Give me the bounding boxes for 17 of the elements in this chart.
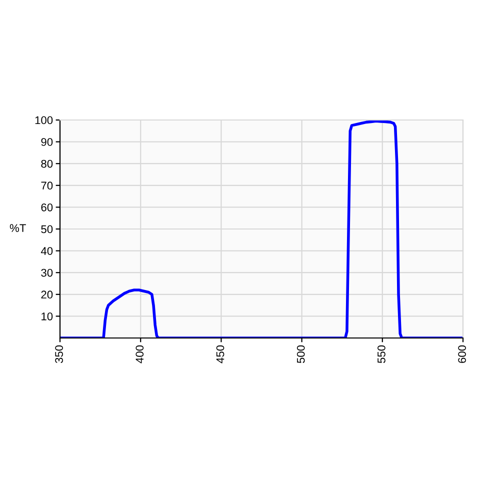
y-tick-label: 50 (41, 225, 53, 234)
x-tick-label: 350 (55, 345, 63, 364)
x-tick-label: 500 (296, 345, 305, 364)
x-tick-label: 400 (136, 345, 144, 364)
x-tick-label: 450 (216, 345, 224, 364)
y-tick-label: 70 (41, 182, 53, 190)
y-tick-label: 30 (41, 268, 53, 277)
y-tick-label: 100 (35, 116, 53, 124)
y-tick-label: 40 (40, 247, 53, 255)
y-tick-label: 90 (41, 138, 53, 146)
y-axis-title: %T (10, 224, 26, 232)
y-tick-label: 80 (41, 160, 53, 168)
y-tick-label: 60 (41, 203, 53, 212)
y-tick-label: 10 (42, 312, 53, 320)
x-tick-label: 550 (378, 345, 386, 364)
y-tick-label: 20 (41, 290, 53, 299)
x-tick-label: 600 (458, 345, 466, 363)
